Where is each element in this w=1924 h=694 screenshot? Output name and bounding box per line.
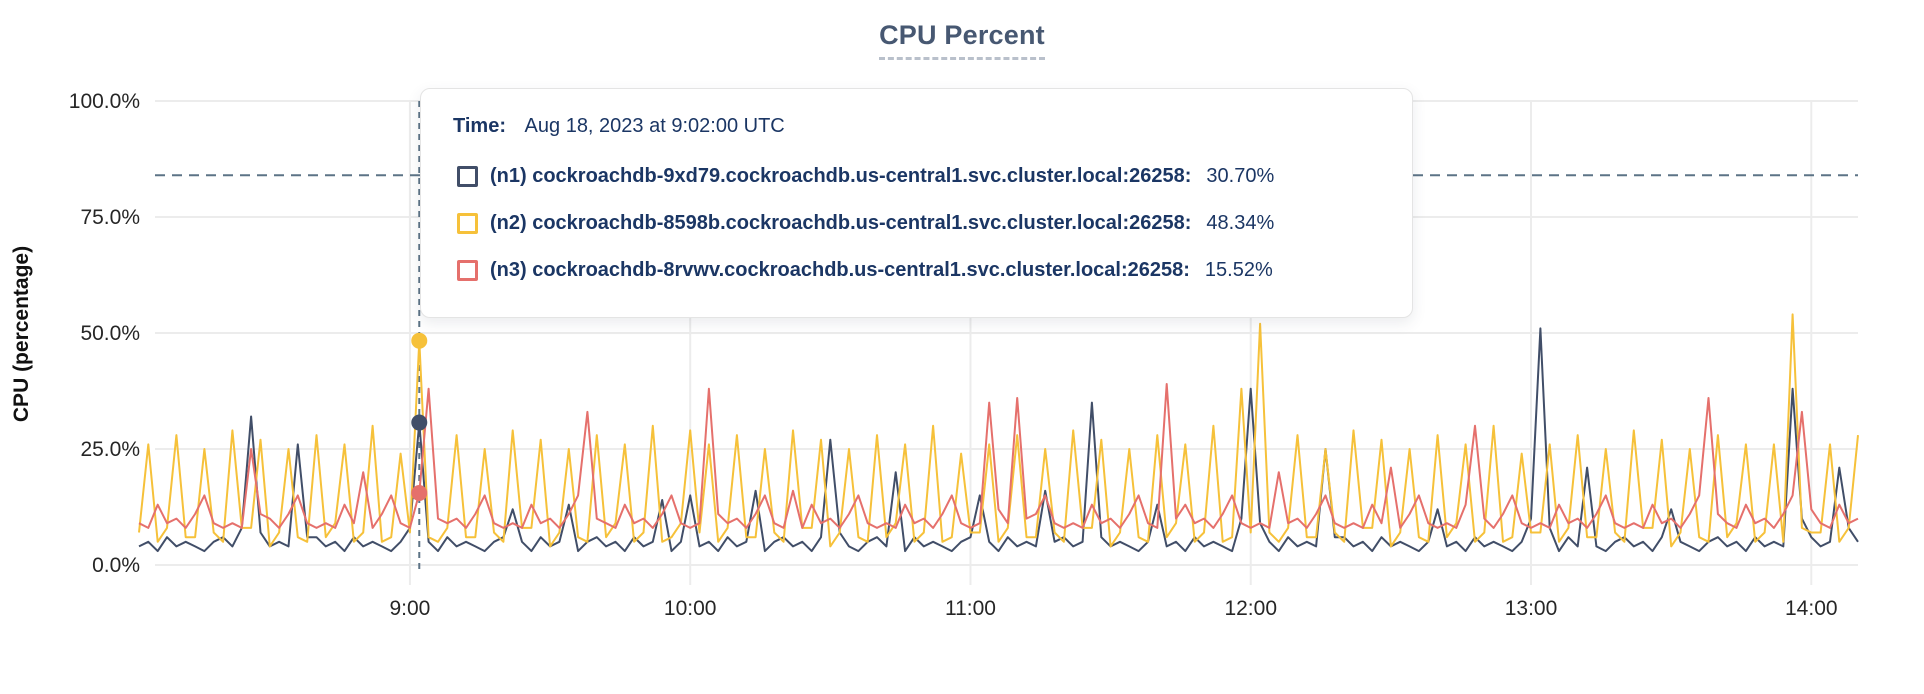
y-tick-label: 75.0% <box>80 206 140 229</box>
series-n3-label: (n3) cockroachdb-8rvwv.cockroachdb.us-ce… <box>490 259 1190 281</box>
tooltip-time-label: Time: <box>453 115 506 137</box>
series-n1-swatch-icon <box>457 166 478 187</box>
tooltip-time-row: Time: Aug 18, 2023 at 9:02:00 UTC <box>453 111 1412 141</box>
series-n2-swatch-icon <box>457 213 478 234</box>
y-tick-label: 100.0% <box>69 90 140 113</box>
x-tick-label: 10:00 <box>664 597 717 620</box>
series-line-n1 <box>138 327 1859 553</box>
x-tick-label: 11:00 <box>945 597 996 620</box>
series-line-n2 <box>138 313 1859 548</box>
crosshair-dot-n3 <box>411 484 428 501</box>
series-n3-value: 15.52% <box>1204 259 1273 281</box>
x-tick-label: 12:00 <box>1224 597 1277 620</box>
chart-tooltip: Time: Aug 18, 2023 at 9:02:00 UTC (n1) c… <box>420 88 1413 318</box>
tooltip-time-value: Aug 18, 2023 at 9:02:00 UTC <box>524 115 785 137</box>
y-axis-title: CPU (percentage) <box>10 245 33 423</box>
series-n1-label: (n1) cockroachdb-9xd79.cockroachdb.us-ce… <box>490 165 1192 187</box>
series-n1-value: 30.70% <box>1206 165 1275 187</box>
y-tick-label: 0.0% <box>92 554 140 577</box>
series-n2-value: 48.34% <box>1206 212 1275 234</box>
tooltip-series-row: (n2) cockroachdb-8598b.cockroachdb.us-ce… <box>457 200 1412 247</box>
tooltip-series-row: (n1) cockroachdb-9xd79.cockroachdb.us-ce… <box>457 153 1412 200</box>
crosshair-dot-n2 <box>411 332 428 349</box>
chart-header: CPU Percent <box>0 20 1924 60</box>
x-tick-label: 13:00 <box>1505 597 1558 620</box>
series-line-n3 <box>138 383 1859 529</box>
x-tick-label: 9:00 <box>389 597 430 620</box>
series-n3-swatch-icon <box>457 260 478 281</box>
y-tick-label: 25.0% <box>80 438 140 461</box>
x-tick-label: 14:00 <box>1785 597 1838 620</box>
tooltip-series-row: (n3) cockroachdb-8rvwv.cockroachdb.us-ce… <box>457 247 1412 294</box>
crosshair-dot-n1 <box>411 414 428 431</box>
y-tick-label: 50.0% <box>80 322 140 345</box>
series-n2-label: (n2) cockroachdb-8598b.cockroachdb.us-ce… <box>490 212 1192 234</box>
chart-title[interactable]: CPU Percent <box>879 20 1045 60</box>
